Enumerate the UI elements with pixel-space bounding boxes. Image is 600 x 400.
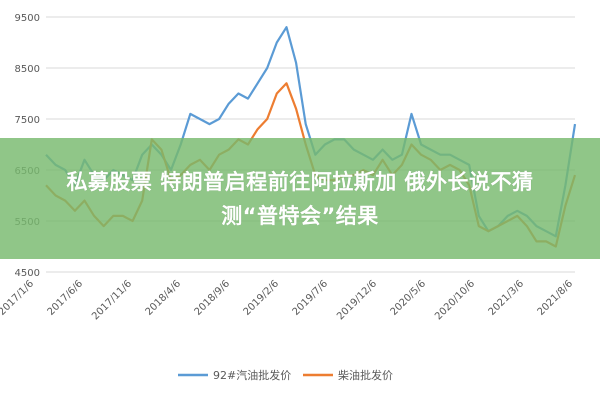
x-tick-label: 2017/6/6 — [46, 278, 86, 318]
legend: 92#汽油批发价 柴油批发价 — [178, 368, 393, 382]
y-tick-label: 7500 — [15, 115, 40, 126]
x-tick-label: 2019/2/6 — [242, 278, 282, 318]
y-tick-label: 9500 — [15, 13, 40, 24]
y-tick-label: 4500 — [15, 268, 40, 279]
x-tick-label: 2019/12/6 — [335, 278, 379, 322]
headline-line-1: 私募股票 特朗普启程前往阿拉斯加 俄外长说不猜 — [66, 169, 534, 194]
x-tick-label: 2017/1/6 — [0, 278, 36, 318]
x-axis-ticks: 2017/1/6 2017/6/6 2017/11/6 2018/4/6 2018/9/… — [0, 278, 575, 322]
x-tick-label: 2021/8/6 — [536, 278, 576, 318]
x-tick-label: 2020/10/6 — [433, 278, 477, 322]
x-tick-label: 2018/4/6 — [144, 278, 184, 318]
headline-line-2: 测“普特会”结果 — [221, 203, 379, 228]
y-tick-label: 8500 — [15, 64, 40, 75]
headline-banner: 私募股票 特朗普启程前往阿拉斯加 俄外长说不猜 测“普特会”结果 — [0, 138, 600, 259]
x-tick-label: 2020/5/6 — [389, 278, 429, 318]
x-tick-label: 2021/3/6 — [487, 278, 527, 318]
x-tick-label: 2018/9/6 — [193, 278, 233, 318]
x-tick-label: 2017/11/6 — [90, 278, 134, 322]
legend-label-1: 柴油批发价 — [338, 368, 393, 382]
x-tick-label: 2019/7/6 — [291, 278, 331, 318]
legend-label-0: 92#汽油批发价 — [213, 368, 291, 382]
